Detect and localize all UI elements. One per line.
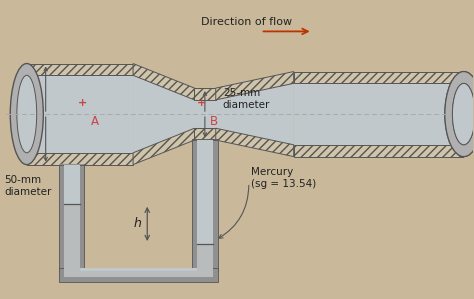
FancyBboxPatch shape xyxy=(464,67,474,161)
Text: 25-mm
diameter: 25-mm diameter xyxy=(223,88,270,110)
Text: h: h xyxy=(133,217,141,231)
FancyBboxPatch shape xyxy=(59,164,84,165)
Text: +: + xyxy=(196,98,206,109)
Ellipse shape xyxy=(452,83,474,145)
FancyBboxPatch shape xyxy=(197,244,213,277)
Polygon shape xyxy=(133,63,194,100)
FancyBboxPatch shape xyxy=(194,88,216,100)
Text: +: + xyxy=(77,98,87,109)
FancyBboxPatch shape xyxy=(194,100,216,128)
Text: 50-mm
diameter: 50-mm diameter xyxy=(5,176,52,197)
FancyBboxPatch shape xyxy=(294,145,464,157)
Polygon shape xyxy=(133,128,194,165)
FancyBboxPatch shape xyxy=(194,128,216,140)
FancyBboxPatch shape xyxy=(27,63,133,75)
FancyBboxPatch shape xyxy=(59,164,84,166)
FancyBboxPatch shape xyxy=(27,153,133,165)
FancyBboxPatch shape xyxy=(64,204,80,277)
Ellipse shape xyxy=(10,63,43,165)
Ellipse shape xyxy=(445,71,474,157)
Text: B: B xyxy=(210,115,218,128)
Polygon shape xyxy=(216,83,294,145)
FancyBboxPatch shape xyxy=(294,83,464,145)
FancyBboxPatch shape xyxy=(64,268,213,277)
FancyBboxPatch shape xyxy=(197,140,213,272)
FancyBboxPatch shape xyxy=(59,268,218,282)
Ellipse shape xyxy=(445,71,474,157)
FancyBboxPatch shape xyxy=(192,140,218,272)
FancyBboxPatch shape xyxy=(64,165,80,272)
FancyBboxPatch shape xyxy=(192,139,218,141)
Text: Direction of flow: Direction of flow xyxy=(201,17,292,27)
Text: Mercury
(sg = 13.54): Mercury (sg = 13.54) xyxy=(251,167,317,189)
Ellipse shape xyxy=(17,75,36,153)
Text: A: A xyxy=(91,115,99,128)
FancyBboxPatch shape xyxy=(294,71,464,83)
Polygon shape xyxy=(133,75,194,153)
FancyBboxPatch shape xyxy=(27,75,133,153)
Ellipse shape xyxy=(452,83,474,145)
Polygon shape xyxy=(216,128,294,157)
Polygon shape xyxy=(216,71,294,100)
FancyBboxPatch shape xyxy=(64,271,213,277)
FancyBboxPatch shape xyxy=(59,165,84,272)
